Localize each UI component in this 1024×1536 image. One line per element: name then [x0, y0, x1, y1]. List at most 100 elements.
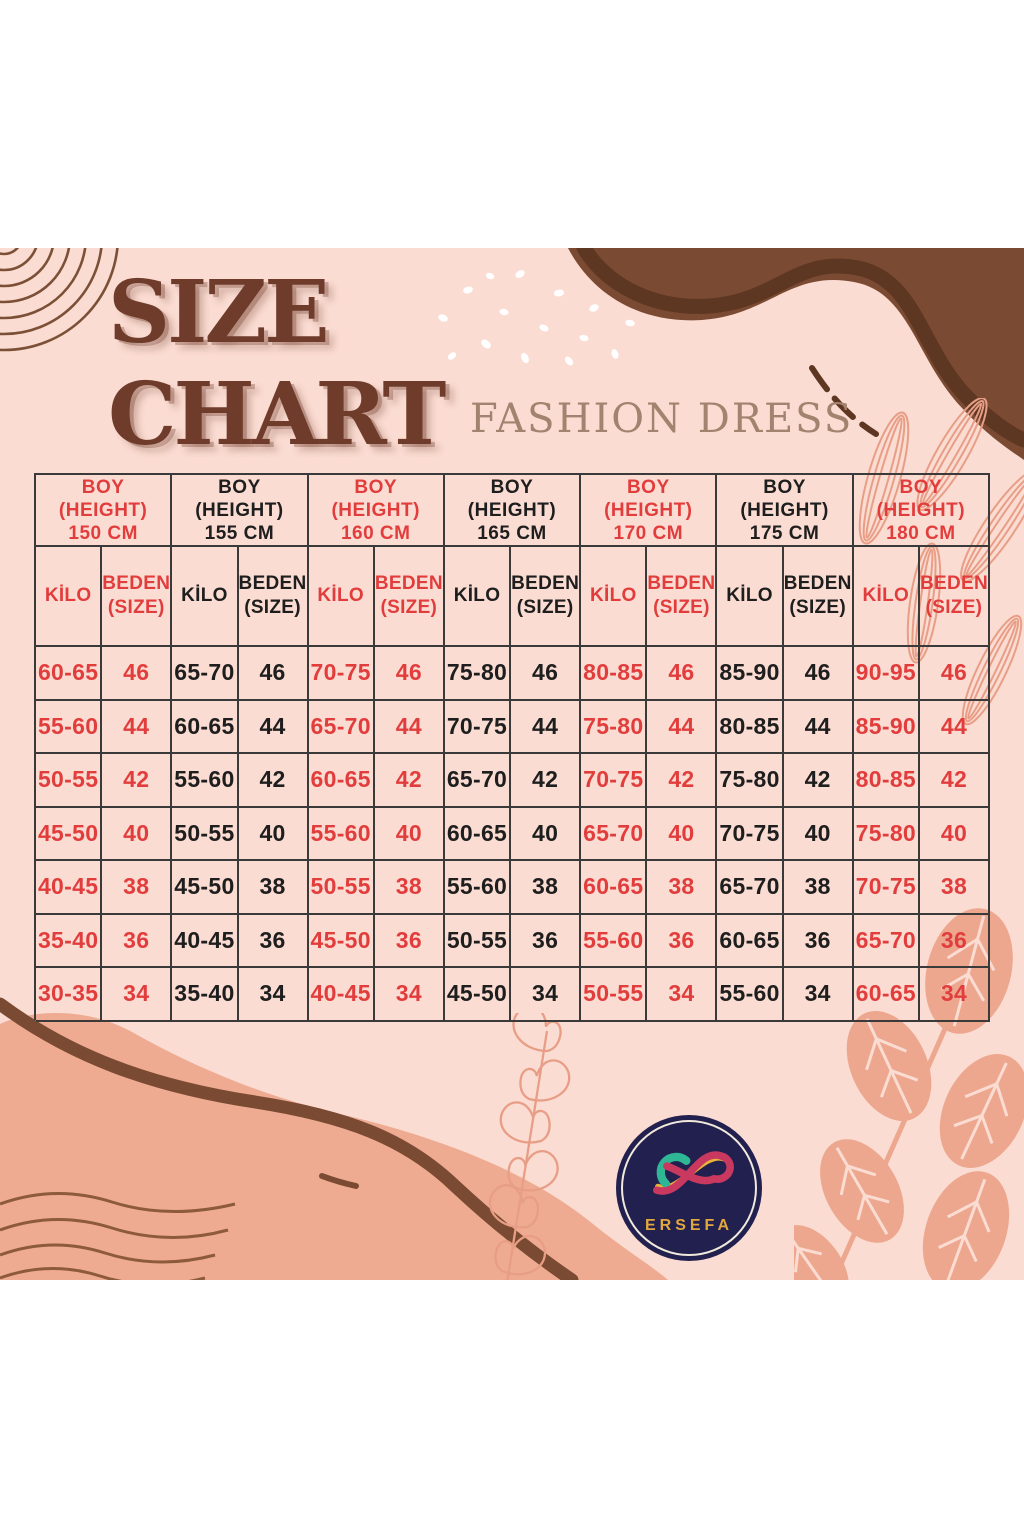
size-cell-g7-r4: 40: [919, 807, 990, 861]
size-table: BOY (HEIGHT) 150 CM BOY (HEIGHT) 155 CM BO…: [34, 473, 990, 1022]
height-header-7: BOY (HEIGHT) 180 CM: [853, 475, 990, 547]
kilo-header-1: KİLO: [36, 547, 103, 647]
weight-cell-g5-r6: 55-60: [581, 914, 648, 968]
size-cell-g2-r1: 46: [238, 647, 309, 701]
weight-cell-g2-r5: 45-50: [172, 861, 239, 915]
weight-cell-g4-r3: 65-70: [444, 754, 512, 808]
weight-cell-g5-r2: 75-80: [581, 700, 648, 754]
weight-cell-g6-r4: 70-75: [717, 807, 784, 861]
size-cell-g3-r5: 38: [374, 861, 445, 915]
size-cell-g4-r1: 46: [511, 647, 582, 701]
size-cell-g5-r3: 42: [647, 754, 718, 808]
salmon-blob-bottom-left-decor: [0, 997, 668, 1280]
kilo-header-6: KİLO: [717, 547, 784, 647]
size-cell-g2-r7: 34: [238, 968, 309, 1022]
size-cell-g3-r6: 36: [374, 914, 445, 968]
weight-cell-g5-r5: 60-65: [581, 861, 648, 915]
size-cell-g2-r4: 40: [238, 807, 309, 861]
kilo-header-2: KİLO: [172, 547, 239, 647]
size-cell-g3-r4: 40: [374, 807, 445, 861]
size-cell-g2-r3: 42: [238, 754, 309, 808]
size-cell-g6-r5: 38: [783, 861, 854, 915]
size-cell-g7-r1: 46: [919, 647, 990, 701]
beden-header-6: BEDEN (SIZE): [783, 547, 854, 647]
size-cell-g1-r2: 44: [102, 700, 173, 754]
beden-header-5: BEDEN (SIZE): [647, 547, 718, 647]
size-cell-g4-r2: 44: [511, 700, 582, 754]
weight-cell-g5-r7: 50-55: [581, 968, 648, 1022]
size-cell-g1-r5: 38: [102, 861, 173, 915]
kilo-header-3: KİLO: [308, 547, 375, 647]
size-cell-g2-r2: 44: [238, 700, 309, 754]
poster-canvas: SIZE CHART FASHION DRESS BOY (HEIGHT) 15…: [0, 248, 1024, 1280]
beden-header-2: BEDEN (SIZE): [238, 547, 309, 647]
size-cell-g3-r2: 44: [374, 700, 445, 754]
kilo-header-7: KİLO: [853, 547, 920, 647]
size-cell-g2-r5: 38: [238, 861, 309, 915]
brand-name: ERSEFA: [644, 1217, 733, 1234]
weight-cell-g6-r2: 80-85: [717, 700, 784, 754]
weight-cell-g7-r4: 75-80: [853, 807, 920, 861]
weight-cell-g6-r3: 75-80: [717, 754, 784, 808]
weight-cell-g1-r3: 50-55: [36, 754, 103, 808]
weight-cell-g3-r2: 65-70: [308, 700, 375, 754]
beden-header-3: BEDEN (SIZE): [374, 547, 445, 647]
size-cell-g6-r7: 34: [783, 968, 854, 1022]
size-cell-g6-r1: 46: [783, 647, 854, 701]
weight-cell-g7-r2: 85-90: [853, 700, 920, 754]
size-cell-g1-r7: 34: [102, 968, 173, 1022]
page-title: SIZE CHART: [108, 262, 446, 466]
height-header-6: BOY (HEIGHT) 175 CM: [717, 475, 854, 547]
infinity-icon: [653, 1151, 734, 1195]
weight-cell-g3-r6: 45-50: [308, 914, 375, 968]
weight-cell-g6-r6: 60-65: [717, 914, 784, 968]
size-cell-g1-r3: 42: [102, 754, 173, 808]
weight-cell-g2-r1: 65-70: [172, 647, 239, 701]
height-header-3: BOY (HEIGHT) 160 CM: [308, 475, 445, 547]
white-specks-decor: [438, 270, 635, 366]
weight-cell-g1-r4: 45-50: [36, 807, 103, 861]
size-cell-g4-r3: 42: [511, 754, 582, 808]
height-header-4: BOY (HEIGHT) 165 CM: [444, 475, 582, 547]
size-cell-g5-r4: 40: [647, 807, 718, 861]
size-cell-g5-r6: 36: [647, 914, 718, 968]
weight-cell-g3-r7: 40-45: [308, 968, 375, 1022]
weight-cell-g6-r1: 85-90: [717, 647, 784, 701]
title-line-chart: CHART: [108, 364, 446, 465]
weight-cell-g1-r1: 60-65: [36, 647, 103, 701]
kilo-header-5: KİLO: [581, 547, 648, 647]
weight-cell-g7-r1: 90-95: [853, 647, 920, 701]
size-cell-g5-r5: 38: [647, 861, 718, 915]
size-cell-g3-r3: 42: [374, 754, 445, 808]
size-cell-g7-r3: 42: [919, 754, 990, 808]
size-cell-g1-r4: 40: [102, 807, 173, 861]
size-cell-g4-r4: 40: [511, 807, 582, 861]
weight-cell-g7-r5: 70-75: [853, 861, 920, 915]
weight-cell-g2-r4: 50-55: [172, 807, 239, 861]
weight-cell-g7-r6: 65-70: [853, 914, 920, 968]
weight-cell-g5-r3: 70-75: [581, 754, 648, 808]
size-cell-g1-r1: 46: [102, 647, 173, 701]
weight-cell-g2-r3: 55-60: [172, 754, 239, 808]
size-cell-g6-r2: 44: [783, 700, 854, 754]
title-line-size: SIZE: [108, 262, 330, 363]
weight-cell-g5-r1: 80-85: [581, 647, 648, 701]
weight-cell-g4-r2: 70-75: [444, 700, 512, 754]
size-cell-g3-r1: 46: [374, 647, 445, 701]
weight-cell-g5-r4: 65-70: [581, 807, 648, 861]
weight-cell-g7-r7: 60-65: [853, 968, 920, 1022]
size-cell-g6-r3: 42: [783, 754, 854, 808]
size-cell-g7-r5: 38: [919, 861, 990, 915]
brand-logo: ERSEFA: [616, 1115, 762, 1261]
height-header-5: BOY (HEIGHT) 170 CM: [581, 475, 718, 547]
beden-header-7: BEDEN (SIZE): [919, 547, 990, 647]
height-header-1: BOY (HEIGHT) 150 CM: [36, 475, 173, 547]
size-cell-g4-r6: 36: [511, 914, 582, 968]
height-header-2: BOY (HEIGHT) 155 CM: [172, 475, 309, 547]
size-cell-g5-r7: 34: [647, 968, 718, 1022]
size-cell-g4-r7: 34: [511, 968, 582, 1022]
weight-cell-g4-r6: 50-55: [444, 914, 512, 968]
weight-cell-g2-r2: 60-65: [172, 700, 239, 754]
beden-header-1: BEDEN (SIZE): [102, 547, 173, 647]
